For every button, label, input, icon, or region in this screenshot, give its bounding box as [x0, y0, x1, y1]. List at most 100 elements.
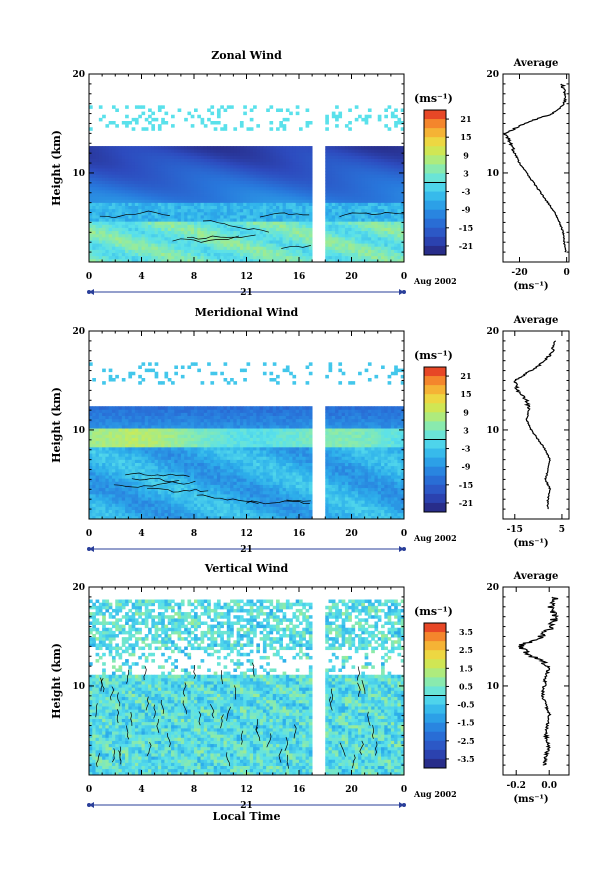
- heatmap-cell: [233, 227, 238, 232]
- heatmap-cell: [328, 240, 333, 244]
- heatmap-cell: [279, 240, 283, 244]
- heatmap-cell: [164, 456, 169, 460]
- heatmap-cell: [167, 450, 172, 454]
- heatmap-cell: [187, 180, 192, 185]
- heatmap-cell: [276, 158, 280, 163]
- heatmap-cell: [131, 440, 136, 445]
- heatmap-cell: [335, 211, 339, 216]
- heatmap-cell: [377, 168, 382, 172]
- heatmap-cell: [138, 236, 142, 241]
- heatmap-cell: [151, 493, 156, 498]
- heatmap-cell: [167, 246, 172, 250]
- heatmap-cell: [210, 243, 215, 247]
- heatmap-cell: [226, 205, 231, 210]
- heatmap-cell: [279, 243, 283, 247]
- heatmap-cell: [148, 114, 152, 119]
- heatmap-cell: [89, 158, 93, 163]
- heatmap-cell: [381, 146, 385, 150]
- heatmap-cell: [276, 218, 280, 222]
- heatmap-cell: [167, 171, 172, 175]
- heatmap-cell: [118, 503, 123, 507]
- heatmap-cell: [325, 127, 329, 131]
- heatmap-cell: [381, 230, 385, 235]
- heatmap-cell: [128, 490, 133, 495]
- heatmap-cell: [203, 249, 208, 253]
- heatmap-cell: [328, 186, 333, 191]
- heatmap-cell: [187, 431, 192, 435]
- heatmap-cell: [295, 149, 300, 153]
- heatmap-cell: [95, 202, 100, 206]
- heatmap-cell: [131, 189, 136, 194]
- heatmap-cell: [292, 252, 297, 257]
- heatmap-cell: [187, 111, 192, 116]
- heatmap-cell: [220, 199, 224, 203]
- heatmap-cell: [282, 186, 287, 191]
- heatmap-cell: [128, 487, 133, 492]
- heatmap-cell: [203, 224, 208, 228]
- heatmap-cell: [220, 193, 224, 197]
- heatmap-cell: [125, 121, 129, 125]
- heatmap-cell: [335, 183, 339, 188]
- heatmap-cell: [105, 425, 110, 429]
- heatmap-cell: [141, 127, 146, 131]
- heatmap-cell: [167, 168, 172, 172]
- heatmap-cell: [161, 155, 165, 159]
- heatmap-cell: [108, 500, 113, 504]
- heatmap-cell: [148, 481, 152, 485]
- heatmap-cell: [151, 468, 156, 473]
- heatmap-cell: [338, 240, 343, 244]
- heatmap-cell: [397, 202, 402, 206]
- heatmap-cell: [190, 161, 195, 166]
- heatmap-cell: [187, 503, 192, 507]
- heatmap-cell: [144, 215, 149, 219]
- heatmap-cell: [148, 446, 152, 451]
- heatmap-cell: [354, 105, 359, 109]
- heatmap-cell: [177, 459, 182, 463]
- heatmap-cell: [328, 230, 333, 235]
- heatmap-cell: [184, 409, 188, 413]
- heatmap-cell: [390, 114, 395, 119]
- heatmap-cell: [200, 117, 205, 122]
- heatmap-cell: [121, 446, 126, 451]
- heatmap-cell: [131, 246, 136, 250]
- heatmap-cell: [308, 149, 313, 153]
- heatmap-cell: [134, 258, 139, 263]
- heatmap-cell: [390, 158, 395, 163]
- heatmap-cell: [259, 243, 264, 247]
- heatmap-cell: [105, 155, 110, 159]
- heatmap-cell: [285, 227, 290, 232]
- heatmap-cell: [381, 196, 385, 200]
- heatmap-cell: [341, 243, 346, 247]
- heatmap-cell: [134, 121, 139, 125]
- heatmap-cell: [226, 193, 231, 197]
- heatmap-cell: [305, 161, 310, 166]
- heatmap-cell: [256, 155, 261, 159]
- heatmap-cell: [351, 255, 356, 260]
- heatmap-cell: [305, 224, 310, 228]
- heatmap-cell: [344, 230, 349, 235]
- heatmap-cell: [279, 230, 283, 235]
- heatmap-cell: [305, 124, 310, 128]
- heatmap-cell: [289, 230, 293, 235]
- heatmap-cell: [394, 186, 398, 191]
- heatmap-cell: [387, 127, 392, 131]
- heatmap-cell: [141, 453, 146, 457]
- heatmap-cell: [243, 230, 247, 235]
- heatmap-cell: [200, 193, 205, 197]
- heatmap-cell: [92, 437, 96, 442]
- heatmap-cell: [171, 406, 175, 410]
- heatmap-cell: [177, 221, 182, 225]
- heatmap-cell: [351, 202, 356, 206]
- heatmap-cell: [141, 468, 146, 473]
- heatmap-cell: [187, 168, 192, 172]
- heatmap-cell: [180, 252, 185, 257]
- heatmap-cell: [190, 240, 195, 244]
- heatmap-cell: [197, 180, 201, 185]
- heatmap-cell: [98, 152, 103, 156]
- heatmap-cell: [246, 218, 251, 222]
- heatmap-cell: [102, 478, 106, 482]
- heatmap-cell: [197, 164, 201, 169]
- heatmap-cell: [111, 249, 116, 253]
- heatmap-cell: [394, 164, 398, 169]
- heatmap-cell: [387, 146, 392, 150]
